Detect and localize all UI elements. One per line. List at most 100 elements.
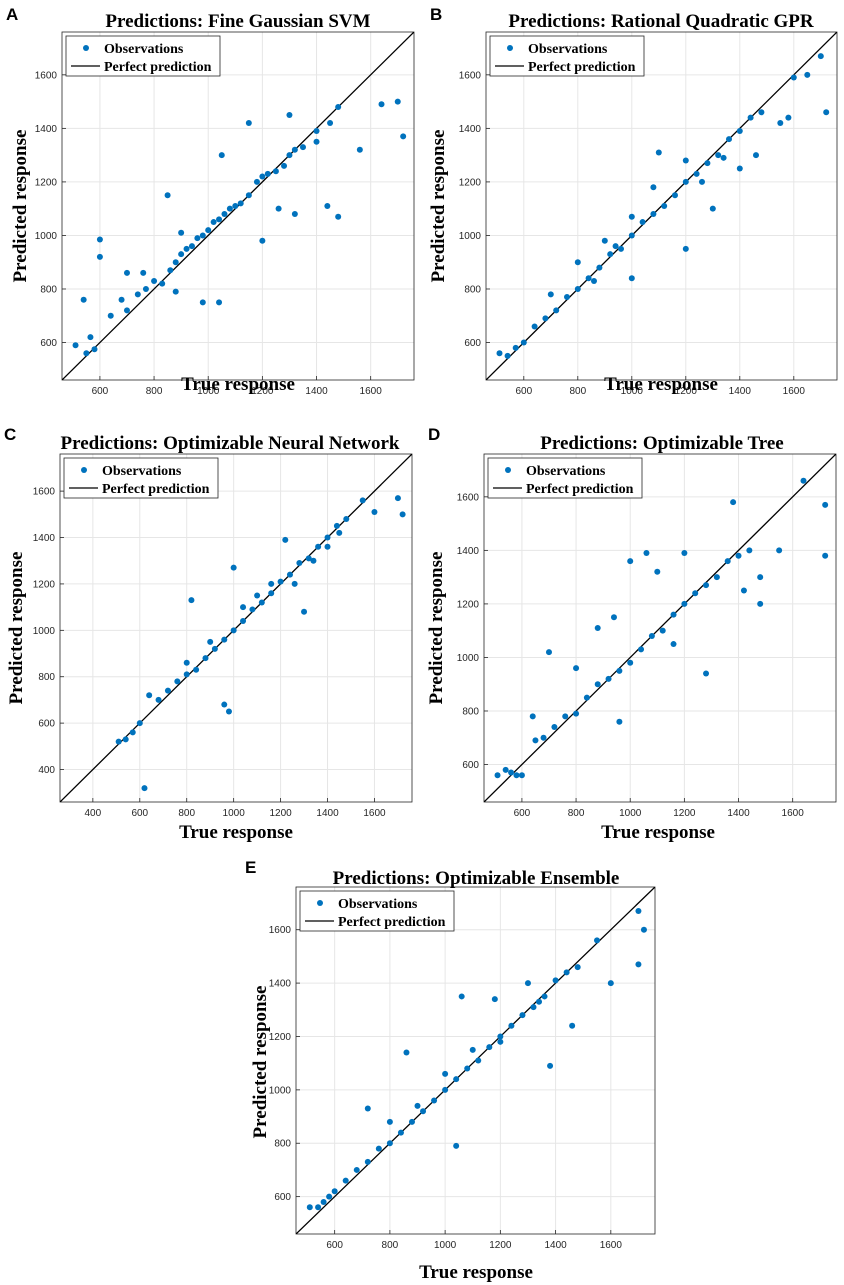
observation-point: [618, 245, 624, 252]
panel-e: 600 800 1000 1200 1400 1600 600 800 1000 1200 1400…: [245, 858, 656, 1283]
observation-point: [386, 1118, 393, 1125]
observation-point: [375, 1145, 382, 1152]
y-tick-label: 1000: [35, 231, 58, 242]
observation-point: [643, 550, 650, 557]
observation-point: [221, 211, 228, 218]
observation-point: [542, 315, 549, 322]
grid: [486, 32, 837, 380]
observation-point: [817, 53, 824, 60]
legend-label-perfect: Perfect prediction: [102, 482, 210, 497]
observation-point: [607, 980, 614, 987]
y-tick-label: 1400: [35, 124, 58, 135]
observation-point: [335, 103, 342, 110]
y-tick-label: 600: [38, 719, 55, 730]
observation-point: [640, 926, 647, 933]
observation-point: [431, 1097, 438, 1104]
observation-point: [453, 1142, 460, 1149]
y-tick-label: 600: [462, 760, 479, 771]
axes-box: [61, 31, 415, 381]
observation-point: [519, 1012, 526, 1019]
observation-point: [123, 269, 130, 276]
observation-point: [286, 152, 293, 159]
observation-point: [635, 961, 642, 968]
observation-point: [218, 152, 225, 159]
observation-point: [529, 713, 536, 720]
observation-point: [178, 251, 185, 258]
observation-point: [800, 477, 807, 484]
observation-point: [313, 138, 320, 145]
legend-box: [65, 35, 221, 77]
observation-point: [681, 600, 688, 607]
x-tick-label: 1600: [783, 386, 806, 397]
observation-point: [497, 1038, 504, 1045]
y-axis-label: Predicted response: [250, 986, 271, 1139]
y-tick-label: 1400: [269, 979, 292, 990]
observation-point: [364, 1105, 371, 1112]
y-tick-label: 600: [274, 1192, 291, 1203]
axes-box: [59, 453, 413, 803]
x-tick-label: 1600: [782, 808, 805, 819]
observation-point: [210, 219, 217, 226]
observation-point: [672, 192, 678, 199]
observation-point: [327, 120, 334, 127]
x-tick-label: 800: [568, 808, 585, 819]
observation-point: [123, 307, 130, 314]
observation-point: [776, 547, 783, 554]
x-tick-label: 1200: [675, 386, 698, 397]
chart-title: Predictions: Fine Gaussian SVM: [105, 11, 370, 32]
observation-point: [324, 534, 331, 541]
grid: [296, 887, 655, 1234]
observation-point: [211, 645, 218, 652]
y-tick-label: 1000: [269, 1085, 292, 1096]
observation-point: [442, 1086, 449, 1093]
observation-point: [359, 497, 366, 504]
observation-point: [386, 1140, 393, 1147]
y-tick-label: 1600: [457, 492, 480, 503]
observations: [115, 495, 406, 792]
observation-point: [394, 98, 401, 105]
observation-point: [87, 334, 94, 341]
observation-point: [408, 1118, 415, 1125]
y-tick-label: 800: [462, 706, 479, 717]
observation-point: [194, 235, 201, 242]
observation-point: [324, 203, 331, 209]
observation-point: [258, 599, 265, 606]
x-tick-label: 1600: [600, 1240, 623, 1251]
observation-point: [540, 734, 547, 741]
observation-point: [275, 205, 282, 212]
observation-point: [627, 659, 634, 666]
observation-point: [249, 606, 256, 613]
observation-point: [245, 192, 252, 199]
observation-point: [520, 339, 527, 346]
observation-point: [221, 701, 228, 708]
observation-point: [654, 568, 661, 575]
observation-point: [299, 144, 306, 151]
y-tick-label: 800: [274, 1139, 291, 1150]
observation-point: [134, 291, 141, 298]
legend-marker-observations: [317, 900, 323, 906]
observation-point: [159, 280, 166, 287]
observation-point: [616, 718, 623, 725]
panel-label: C: [4, 425, 16, 444]
y-tick-label: 1200: [269, 1032, 292, 1043]
observation-point: [326, 1193, 333, 1200]
legend-label-observations: Observations: [102, 464, 182, 479]
observation-point: [703, 582, 710, 589]
observation-point: [475, 1057, 482, 1064]
observation-point: [272, 168, 279, 175]
observation-point: [574, 285, 581, 292]
observation-point: [655, 149, 662, 156]
observation-point: [188, 597, 195, 604]
observation-point: [497, 1033, 504, 1040]
x-tick-label: 1400: [316, 808, 339, 819]
axes-box: [485, 31, 838, 381]
observation-point: [226, 205, 233, 212]
observation-point: [91, 346, 98, 353]
observation-point: [264, 170, 271, 177]
observation-point: [531, 323, 538, 330]
observation-point: [286, 571, 293, 578]
observation-point: [320, 1198, 327, 1205]
observation-point: [553, 307, 560, 314]
observation-point: [530, 1004, 537, 1011]
observation-point: [703, 670, 710, 677]
